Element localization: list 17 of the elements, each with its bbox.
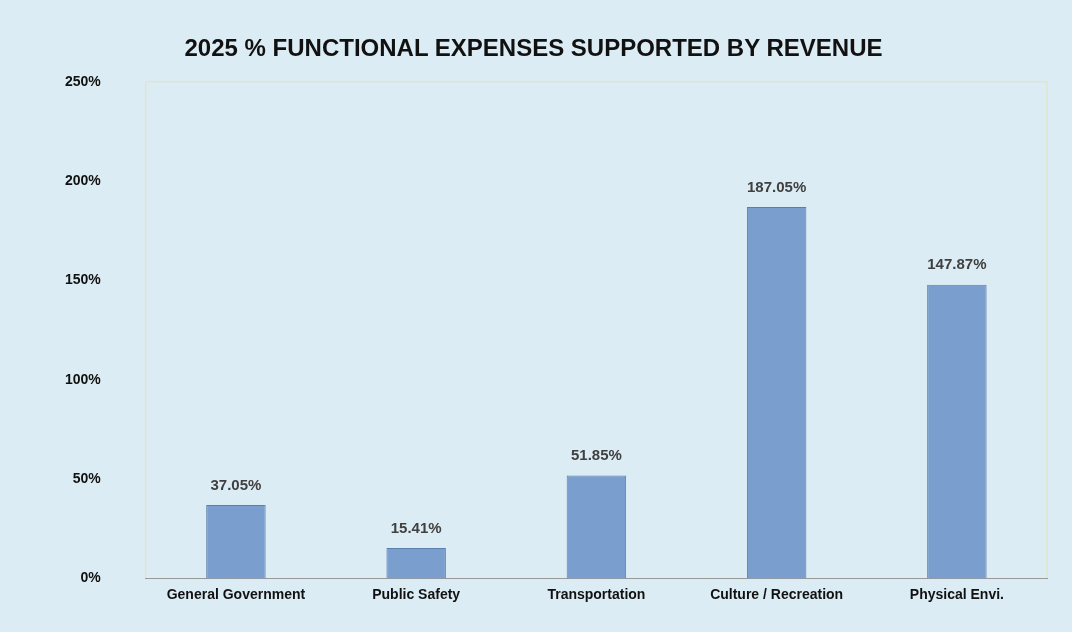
data-label: 37.05%: [210, 475, 262, 493]
data-label: 51.85%: [570, 446, 622, 464]
x-tick-label: Physical Envi.: [909, 585, 1004, 602]
y-tick-label: 150%: [64, 271, 102, 288]
data-label: 187.05%: [747, 177, 807, 195]
y-tick-label: 200%: [64, 172, 102, 189]
chart-title: 2025 % FUNCTIONAL EXPENSES SUPPORTED BY REVENUE: [184, 34, 883, 62]
x-tick-label: Public Safety: [372, 585, 461, 602]
y-tick-label: 50%: [72, 470, 102, 487]
y-tick-label: 100%: [64, 370, 102, 387]
x-tick-label: Culture / Recreation: [710, 585, 844, 602]
x-tick-label: General Government: [166, 585, 306, 602]
x-tick-label: Transportation: [547, 585, 646, 602]
data-label: 15.41%: [390, 518, 442, 536]
y-tick-label: 250%: [64, 72, 102, 89]
y-tick-label: 0%: [80, 569, 102, 586]
data-label: 147.87%: [927, 255, 987, 273]
